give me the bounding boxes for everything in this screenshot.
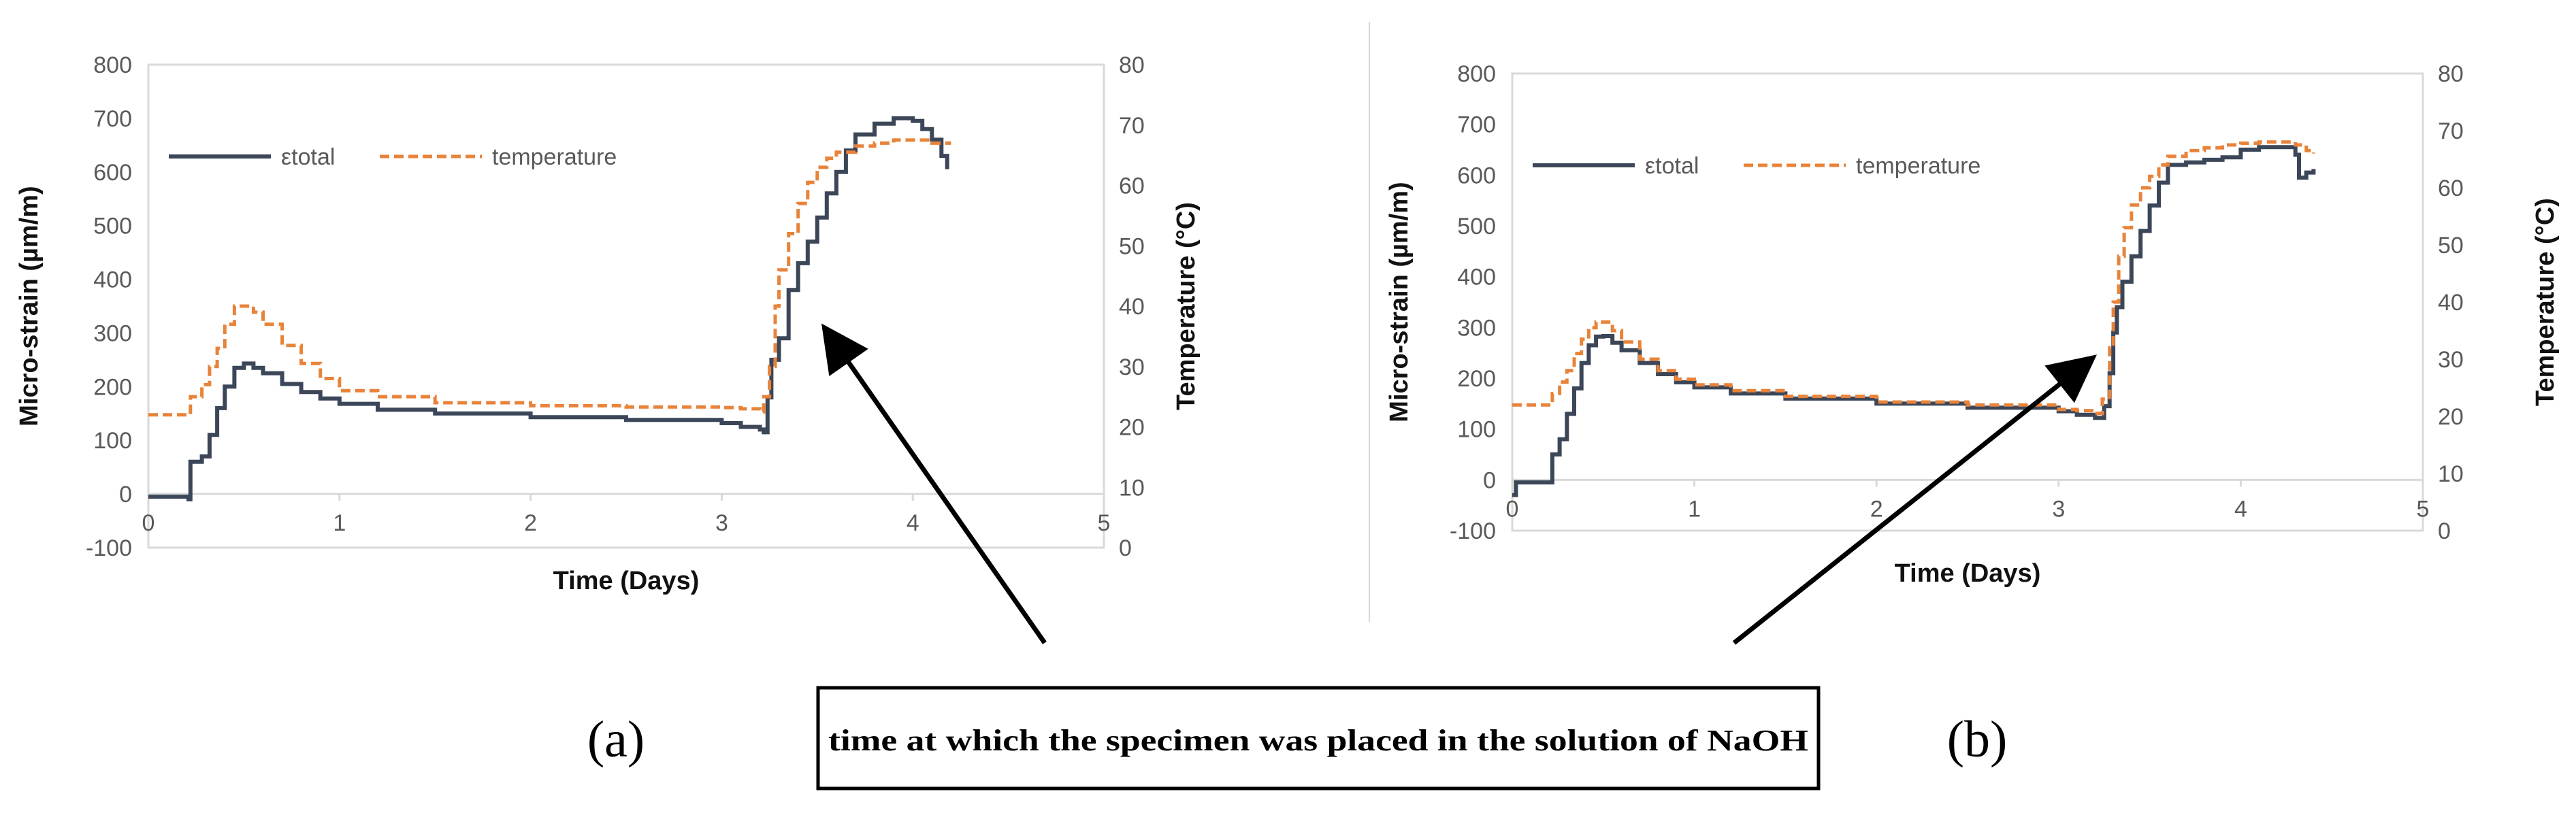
y2-tick-label: 40 xyxy=(1119,294,1145,320)
x-tick-label: 4 xyxy=(907,510,919,536)
y-tick-label: 100 xyxy=(93,428,132,454)
y-tick-label: 500 xyxy=(93,214,132,239)
temperature-series-line xyxy=(1512,140,2315,416)
y-tick-label: 200 xyxy=(93,374,132,400)
y-tick-label: 300 xyxy=(93,320,132,346)
x-tick-label: 4 xyxy=(2234,496,2247,522)
y-tick-label: 800 xyxy=(93,52,132,78)
y-tick-label: 700 xyxy=(1457,112,1496,138)
y2-tick-label: 30 xyxy=(1119,354,1145,380)
y2-tick-label: 70 xyxy=(1119,113,1145,139)
x-tick-label: 3 xyxy=(2052,496,2065,522)
y2-tick-label: 10 xyxy=(2438,461,2464,487)
y2-tick-label: 0 xyxy=(2438,518,2451,544)
y2-tick-label: 0 xyxy=(1119,535,1132,561)
panel-label-a: (a) xyxy=(587,711,645,768)
y-tick-label: 300 xyxy=(1457,315,1496,341)
y-axis-title: Micro-strain (µm/m) xyxy=(1385,182,1414,422)
y-tick-label: 200 xyxy=(1457,366,1496,392)
y-tick-label: 600 xyxy=(1457,163,1496,188)
y2-tick-label: 50 xyxy=(2438,233,2464,259)
legend-label: temperature xyxy=(1856,153,1980,179)
strain-series-line xyxy=(1512,145,2316,497)
chart-a: -100010020030040050060070080001020304050… xyxy=(15,52,1201,595)
y2-tick-label: 50 xyxy=(1119,233,1145,259)
annotation-text: time at which the specimen was placed in… xyxy=(828,724,1808,757)
y-tick-label: -100 xyxy=(86,535,132,561)
x-axis-title: Time (Days) xyxy=(553,567,700,595)
y2-axis-title: Temperature (°C) xyxy=(1172,202,1201,410)
legend-label: temperature xyxy=(492,144,617,170)
y2-tick-label: 30 xyxy=(2438,347,2464,373)
y2-tick-label: 60 xyxy=(2438,176,2464,201)
legend-label: εtotal xyxy=(1645,153,1699,179)
x-tick-label: 2 xyxy=(524,510,537,536)
y-tick-label: 800 xyxy=(1457,61,1496,87)
y2-tick-label: 80 xyxy=(1119,52,1145,78)
x-axis-title: Time (Days) xyxy=(1895,559,2041,588)
y-tick-label: 0 xyxy=(119,482,132,508)
y-tick-label: 600 xyxy=(93,160,132,186)
temperature-series-line xyxy=(148,138,951,417)
annotation-arrow-a xyxy=(821,323,1047,645)
y-tick-label: 100 xyxy=(1457,417,1496,443)
y2-tick-label: 10 xyxy=(1119,475,1145,501)
y2-axis-title: Temperature (°C) xyxy=(2531,198,2560,406)
x-tick-label: 1 xyxy=(1688,496,1701,522)
strain-series-line xyxy=(148,116,949,501)
x-tick-label: 0 xyxy=(142,510,155,536)
annotation-box xyxy=(816,686,1821,791)
y2-tick-label: 20 xyxy=(1119,415,1145,441)
x-tick-label: 2 xyxy=(1870,496,1883,522)
y-tick-label: -100 xyxy=(1450,518,1496,544)
y2-tick-label: 20 xyxy=(2438,404,2464,430)
y-tick-label: 400 xyxy=(93,267,132,293)
annotation-arrow-b xyxy=(1732,354,2097,645)
x-tick-label: 5 xyxy=(2417,496,2430,522)
y2-tick-label: 40 xyxy=(2438,290,2464,316)
plot-area xyxy=(1511,72,2424,532)
panel-label-b: (b) xyxy=(1947,711,2008,768)
y2-tick-label: 80 xyxy=(2438,61,2464,87)
x-tick-label: 0 xyxy=(1506,496,1519,522)
y-tick-label: 700 xyxy=(93,106,132,132)
y2-tick-label: 70 xyxy=(2438,118,2464,144)
chart-b: -100010020030040050060070080001020304050… xyxy=(1385,61,2560,588)
y-axis-title: Micro-strain (µm/m) xyxy=(15,186,44,426)
y-tick-label: 400 xyxy=(1457,265,1496,290)
y2-tick-label: 60 xyxy=(1119,173,1145,199)
y-tick-label: 0 xyxy=(1483,467,1496,493)
x-tick-label: 1 xyxy=(333,510,346,536)
legend-label: εtotal xyxy=(281,144,335,170)
x-tick-label: 5 xyxy=(1098,510,1111,536)
x-tick-label: 3 xyxy=(715,510,728,536)
plot-area xyxy=(147,63,1105,549)
y-tick-label: 500 xyxy=(1457,214,1496,239)
